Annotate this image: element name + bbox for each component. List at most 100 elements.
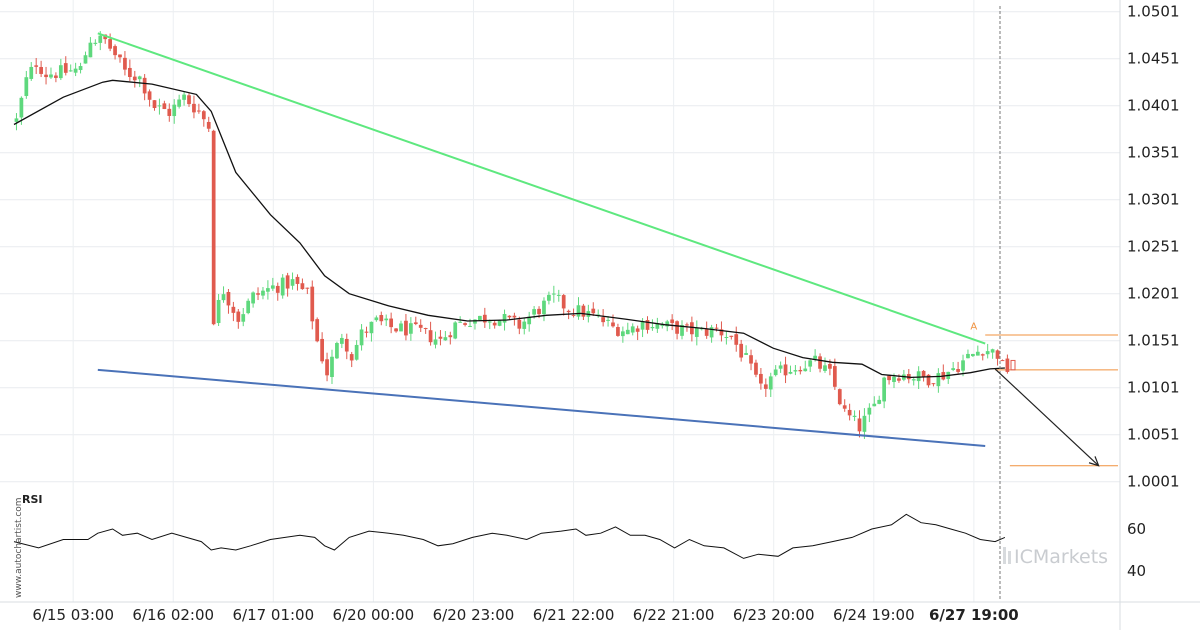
candle-body — [714, 327, 719, 329]
candle-body — [83, 55, 88, 64]
candle-body — [527, 316, 532, 325]
rsi-label: RSI — [22, 493, 43, 506]
candle-body — [428, 330, 433, 343]
candle-body — [433, 339, 438, 345]
horizontal-levels — [985, 334, 1118, 467]
candle-body — [182, 94, 186, 100]
upper-trendline — [97, 32, 986, 345]
candle-body — [502, 314, 507, 323]
candle-body — [487, 321, 492, 323]
time-tick-label: 6/27 19:00 — [929, 606, 1019, 624]
price-axis: 1.0501 1.0451 1.0401 1.0351 1.0301 1.0251 1.02… — [1127, 3, 1180, 491]
candle-body — [315, 319, 320, 342]
candle-body — [517, 319, 522, 329]
candle-body — [818, 356, 822, 369]
candle-body — [443, 337, 448, 341]
candle-body — [226, 291, 231, 306]
candle-body — [877, 399, 882, 404]
candle-body — [556, 294, 561, 296]
candle-body — [690, 322, 694, 335]
candle-body — [813, 355, 817, 359]
candle-body — [300, 283, 305, 290]
candle-body — [108, 39, 112, 49]
candle-body — [310, 286, 315, 322]
candle-body — [852, 415, 857, 417]
candle-body — [739, 343, 744, 358]
candle-body — [872, 403, 877, 407]
candle-body — [655, 323, 660, 329]
price-tick-label: 1.0501 — [1127, 3, 1180, 21]
candle-body — [749, 355, 753, 364]
candle-body — [566, 310, 571, 313]
candle-body — [709, 327, 714, 338]
candle-body — [611, 322, 615, 327]
candle-body — [936, 373, 941, 387]
time-tick-label: 6/24 19:00 — [833, 606, 915, 624]
candle-body — [823, 365, 827, 371]
candle-body — [837, 389, 842, 405]
brand-name: ICMarkets — [1014, 546, 1108, 568]
candle-body — [606, 319, 610, 321]
candle-body — [926, 374, 931, 386]
candle-body — [956, 369, 960, 372]
candle-body — [241, 314, 246, 322]
side-watermark: www.autochartist.com — [14, 497, 24, 598]
candle-body — [862, 415, 867, 432]
candle-body — [275, 285, 280, 293]
candle-body — [478, 315, 482, 321]
candle-body — [98, 35, 103, 43]
candle-body — [236, 311, 241, 322]
projection-arrowhead — [1088, 456, 1100, 467]
candle-body — [142, 77, 147, 94]
candle-body — [808, 360, 813, 367]
candle-body — [793, 370, 798, 372]
candle-body — [453, 322, 458, 339]
candle-body — [221, 294, 226, 301]
candle-body — [650, 327, 655, 329]
candle-body — [492, 322, 497, 326]
candle-body — [344, 338, 349, 352]
candle-body — [847, 409, 852, 416]
candle-body — [305, 287, 310, 289]
candle-body — [798, 369, 803, 372]
candle-body — [990, 349, 995, 353]
candle-body — [473, 319, 477, 324]
candle-body — [897, 378, 901, 381]
candle-body — [123, 57, 127, 70]
price-tick-label: 1.0401 — [1127, 97, 1180, 115]
candle-body — [29, 66, 34, 79]
candle-body — [14, 118, 19, 122]
candle-body — [601, 317, 605, 323]
candle-body — [768, 376, 773, 390]
candle-body — [68, 70, 73, 72]
lower-trendline — [97, 368, 986, 447]
time-tick-label: 6/16 02:00 — [132, 606, 214, 624]
candle-body-hollow — [1010, 359, 1016, 371]
candle-body — [463, 323, 467, 325]
candle-body — [961, 360, 965, 371]
rsi-axis: 60 40 — [1127, 520, 1146, 580]
candle-body — [719, 329, 724, 336]
candle-body — [137, 76, 142, 80]
candle-body — [206, 121, 211, 129]
candle-body — [665, 321, 670, 327]
time-tick-label: 6/22 21:00 — [633, 606, 715, 624]
candle-body — [320, 338, 324, 362]
candle-body — [857, 418, 862, 432]
candle-body — [354, 344, 359, 360]
candle-body — [216, 299, 221, 324]
candle-body — [78, 66, 83, 71]
candle-body — [551, 293, 556, 295]
candle-body — [285, 275, 290, 289]
candle-body — [118, 54, 122, 58]
candle-body — [482, 314, 487, 323]
candle-body — [512, 315, 517, 318]
candle-body — [93, 42, 98, 44]
time-tick-label: 6/20 23:00 — [433, 606, 515, 624]
candle-body — [162, 103, 167, 110]
candle-body — [290, 279, 295, 286]
candle-body — [325, 359, 329, 376]
candle-body — [966, 353, 970, 359]
candle-body — [266, 288, 270, 292]
